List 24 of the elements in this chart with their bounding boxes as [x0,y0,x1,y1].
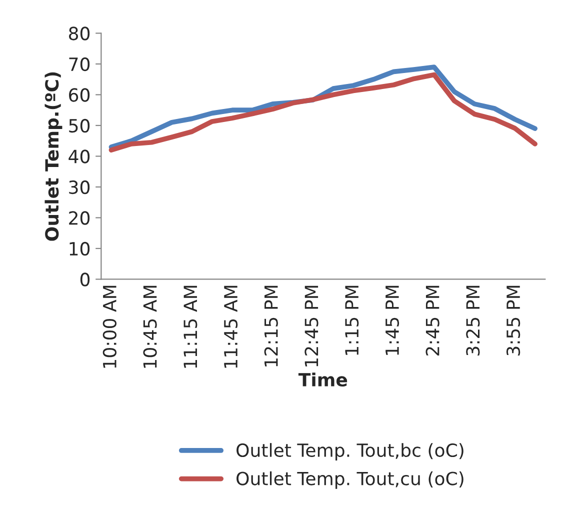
x-tick-label: 11:15 AM [184,286,198,368]
y-tick-label: 70 [69,57,90,72]
x-tick-label: 10:00 AM [102,286,116,368]
y-tick-label: 0 [80,272,90,286]
y-axis-title: Outlet Temp.(ºC) [44,72,62,241]
y-tick-label: 10 [70,242,90,256]
legend-label: Outlet Temp. Tout,bc (oC) [236,443,464,461]
y-tick-label: 20 [69,211,90,225]
x-tick-label: 2:45 PM [426,286,440,356]
x-tick-label: 3:55 PM [506,286,520,356]
y-tick-label: 60 [69,88,90,102]
y-tick-label: 30 [69,180,90,194]
x-axis-title: Time [298,372,348,387]
y-tick-label: 80 [68,26,90,40]
x-tick-label: 1:15 PM [345,286,359,355]
y-tick-label: 40 [68,150,90,164]
x-tick-label: 3:25 PM [466,286,480,356]
legend-label: Outlet Temp. Tout,cu (oC) [236,471,464,489]
y-tick-label: 50 [69,118,90,133]
x-tick-label: 10:45 AM [143,286,157,368]
x-tick-label: 12:45 PM [304,286,318,366]
x-tick-label: 11:45 AM [224,286,238,368]
x-tick-label: 1:45 PM [386,286,400,355]
x-tick-label: 12:15 PM [264,286,278,366]
